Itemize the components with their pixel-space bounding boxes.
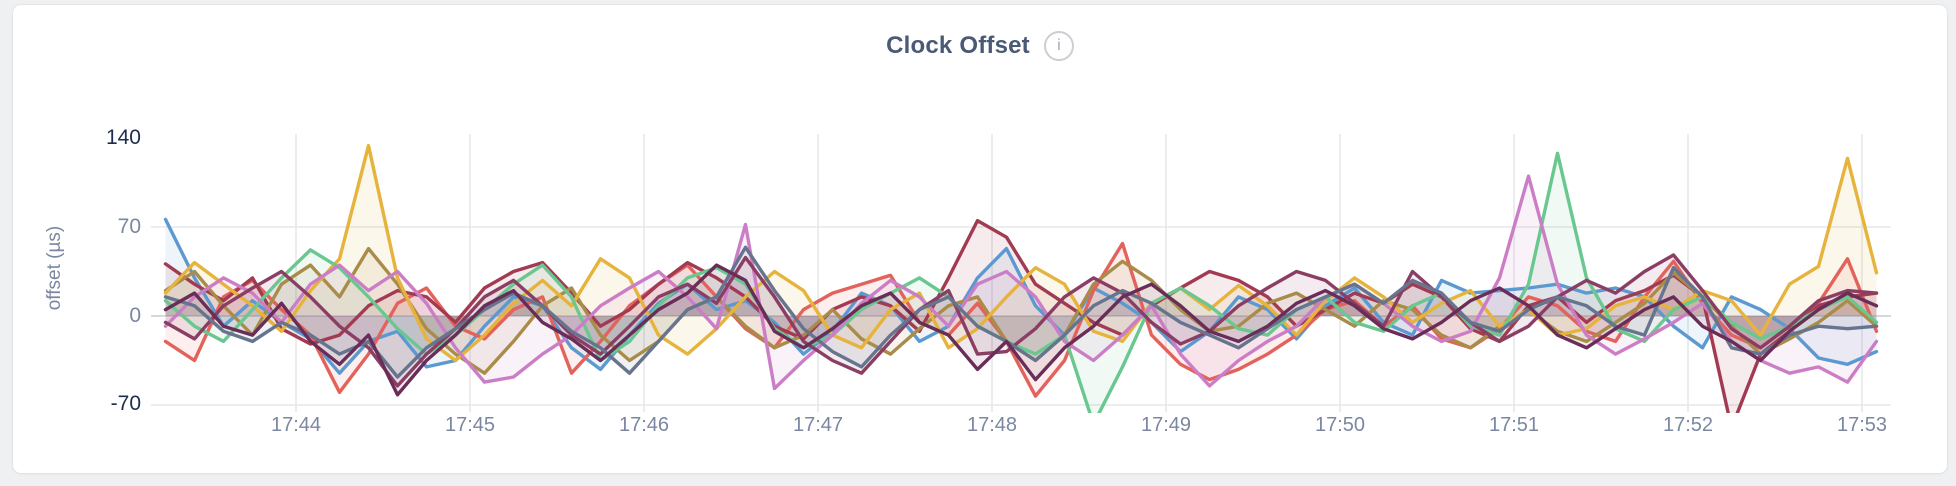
chart-title: Clock Offset <box>886 32 1030 59</box>
chart-card: Clock Offset i offset (µs) 140 70 0 -70 … <box>12 4 1948 474</box>
series-node-1-line <box>163 217 1879 375</box>
y-tick-label-0: 0 <box>129 304 141 327</box>
chart-canvas[interactable] <box>13 5 1947 473</box>
y-tick-label-neg70: -70 <box>110 392 141 415</box>
series-lines <box>163 143 1879 413</box>
x-tick-label-3: 17:47 <box>792 414 844 436</box>
series-node-7-area <box>165 176 1877 389</box>
x-tick-label-5: 17:49 <box>1140 414 1192 436</box>
x-tick-label-4: 17:48 <box>966 414 1018 436</box>
x-tick-label-7: 17:51 <box>1488 414 1540 436</box>
series-node-1-area <box>165 219 1877 374</box>
series-node-3-line <box>163 218 1879 413</box>
y-tick-label-70: 70 <box>117 215 141 238</box>
chart-header: Clock Offset i <box>13 31 1947 61</box>
x-tick-label-9: 17:53 <box>1836 414 1888 436</box>
y-tick-label-140: 140 <box>105 126 141 149</box>
x-tick-label-0: 17:44 <box>270 414 322 436</box>
x-tick-label-2: 17:46 <box>618 414 670 436</box>
series-node-8-area <box>165 255 1877 386</box>
series-node-9-line <box>163 245 1879 379</box>
x-tick-label-8: 17:52 <box>1662 414 1714 436</box>
series-node-10-area <box>165 265 1877 395</box>
series-areas <box>165 145 1877 413</box>
series-node-6-area <box>165 153 1877 413</box>
series-node-2-area <box>165 243 1877 397</box>
x-tick-label-1: 17:45 <box>444 414 496 436</box>
info-icon[interactable]: i <box>1043 31 1074 61</box>
x-tick-label-6: 17:50 <box>1314 414 1366 436</box>
vertical-gridlines <box>295 134 1863 412</box>
series-node-10-line <box>163 263 1879 397</box>
